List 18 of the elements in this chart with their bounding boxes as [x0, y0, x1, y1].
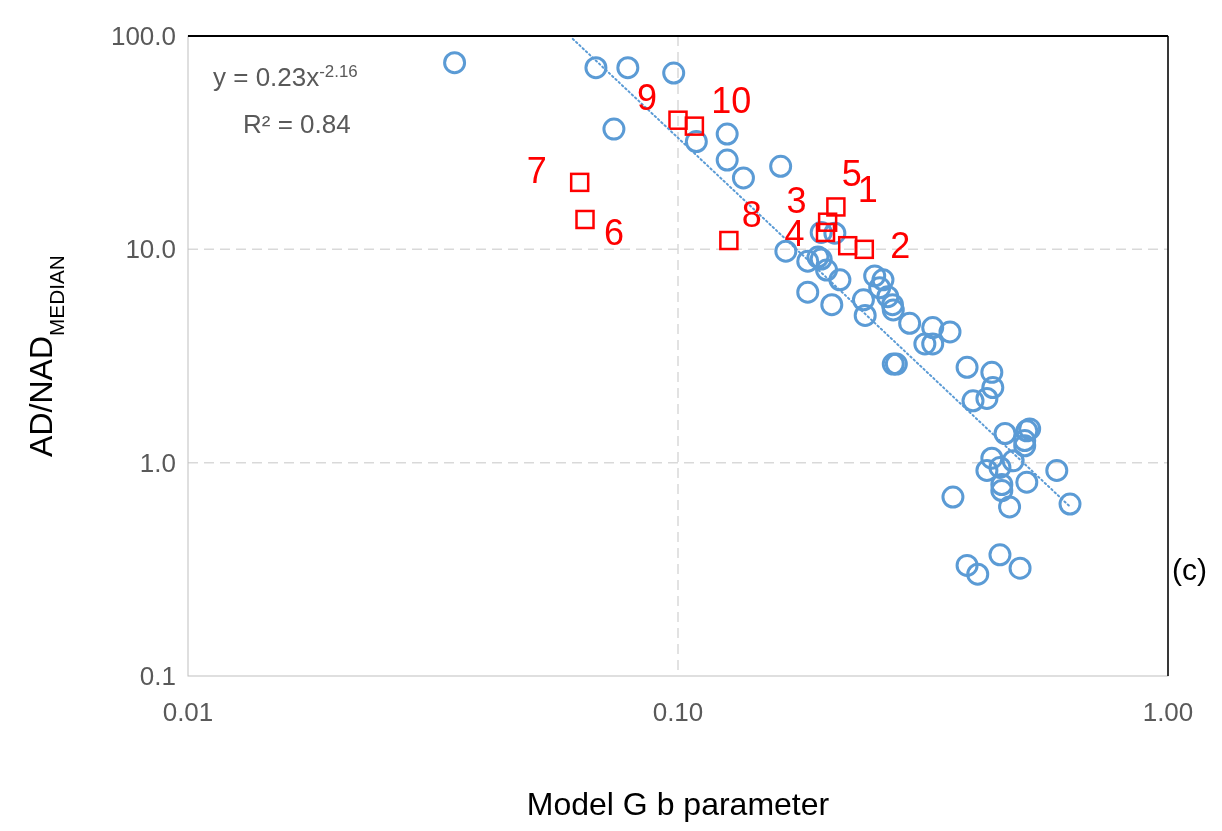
- text: (c): [1172, 553, 1207, 586]
- y-tick-label: 100.0: [110, 21, 176, 51]
- annotation: R² = 0.84: [243, 109, 351, 139]
- annotation: 9: [636, 77, 658, 119]
- y-tick-label: 10.0: [125, 234, 176, 265]
- x-axis-title: Model G b parameter: [526, 786, 830, 822]
- annotation: 4: [784, 213, 805, 255]
- x-tick-label: 0.01: [162, 697, 214, 727]
- y-tick-label: 1.0: [139, 447, 176, 478]
- annotation: 7: [526, 150, 547, 192]
- annotation: 8: [741, 193, 762, 235]
- annotation: 2: [890, 225, 911, 267]
- annotation: 6: [604, 212, 625, 254]
- annotation: 10: [711, 80, 752, 122]
- x-tick-label: 0.10: [652, 697, 704, 727]
- annotation: y = 0.23x$^{-2.16}$: [213, 61, 358, 92]
- y-tick-label: 0.1: [139, 661, 176, 691]
- x-tick-label: 1.00: [1142, 697, 1194, 727]
